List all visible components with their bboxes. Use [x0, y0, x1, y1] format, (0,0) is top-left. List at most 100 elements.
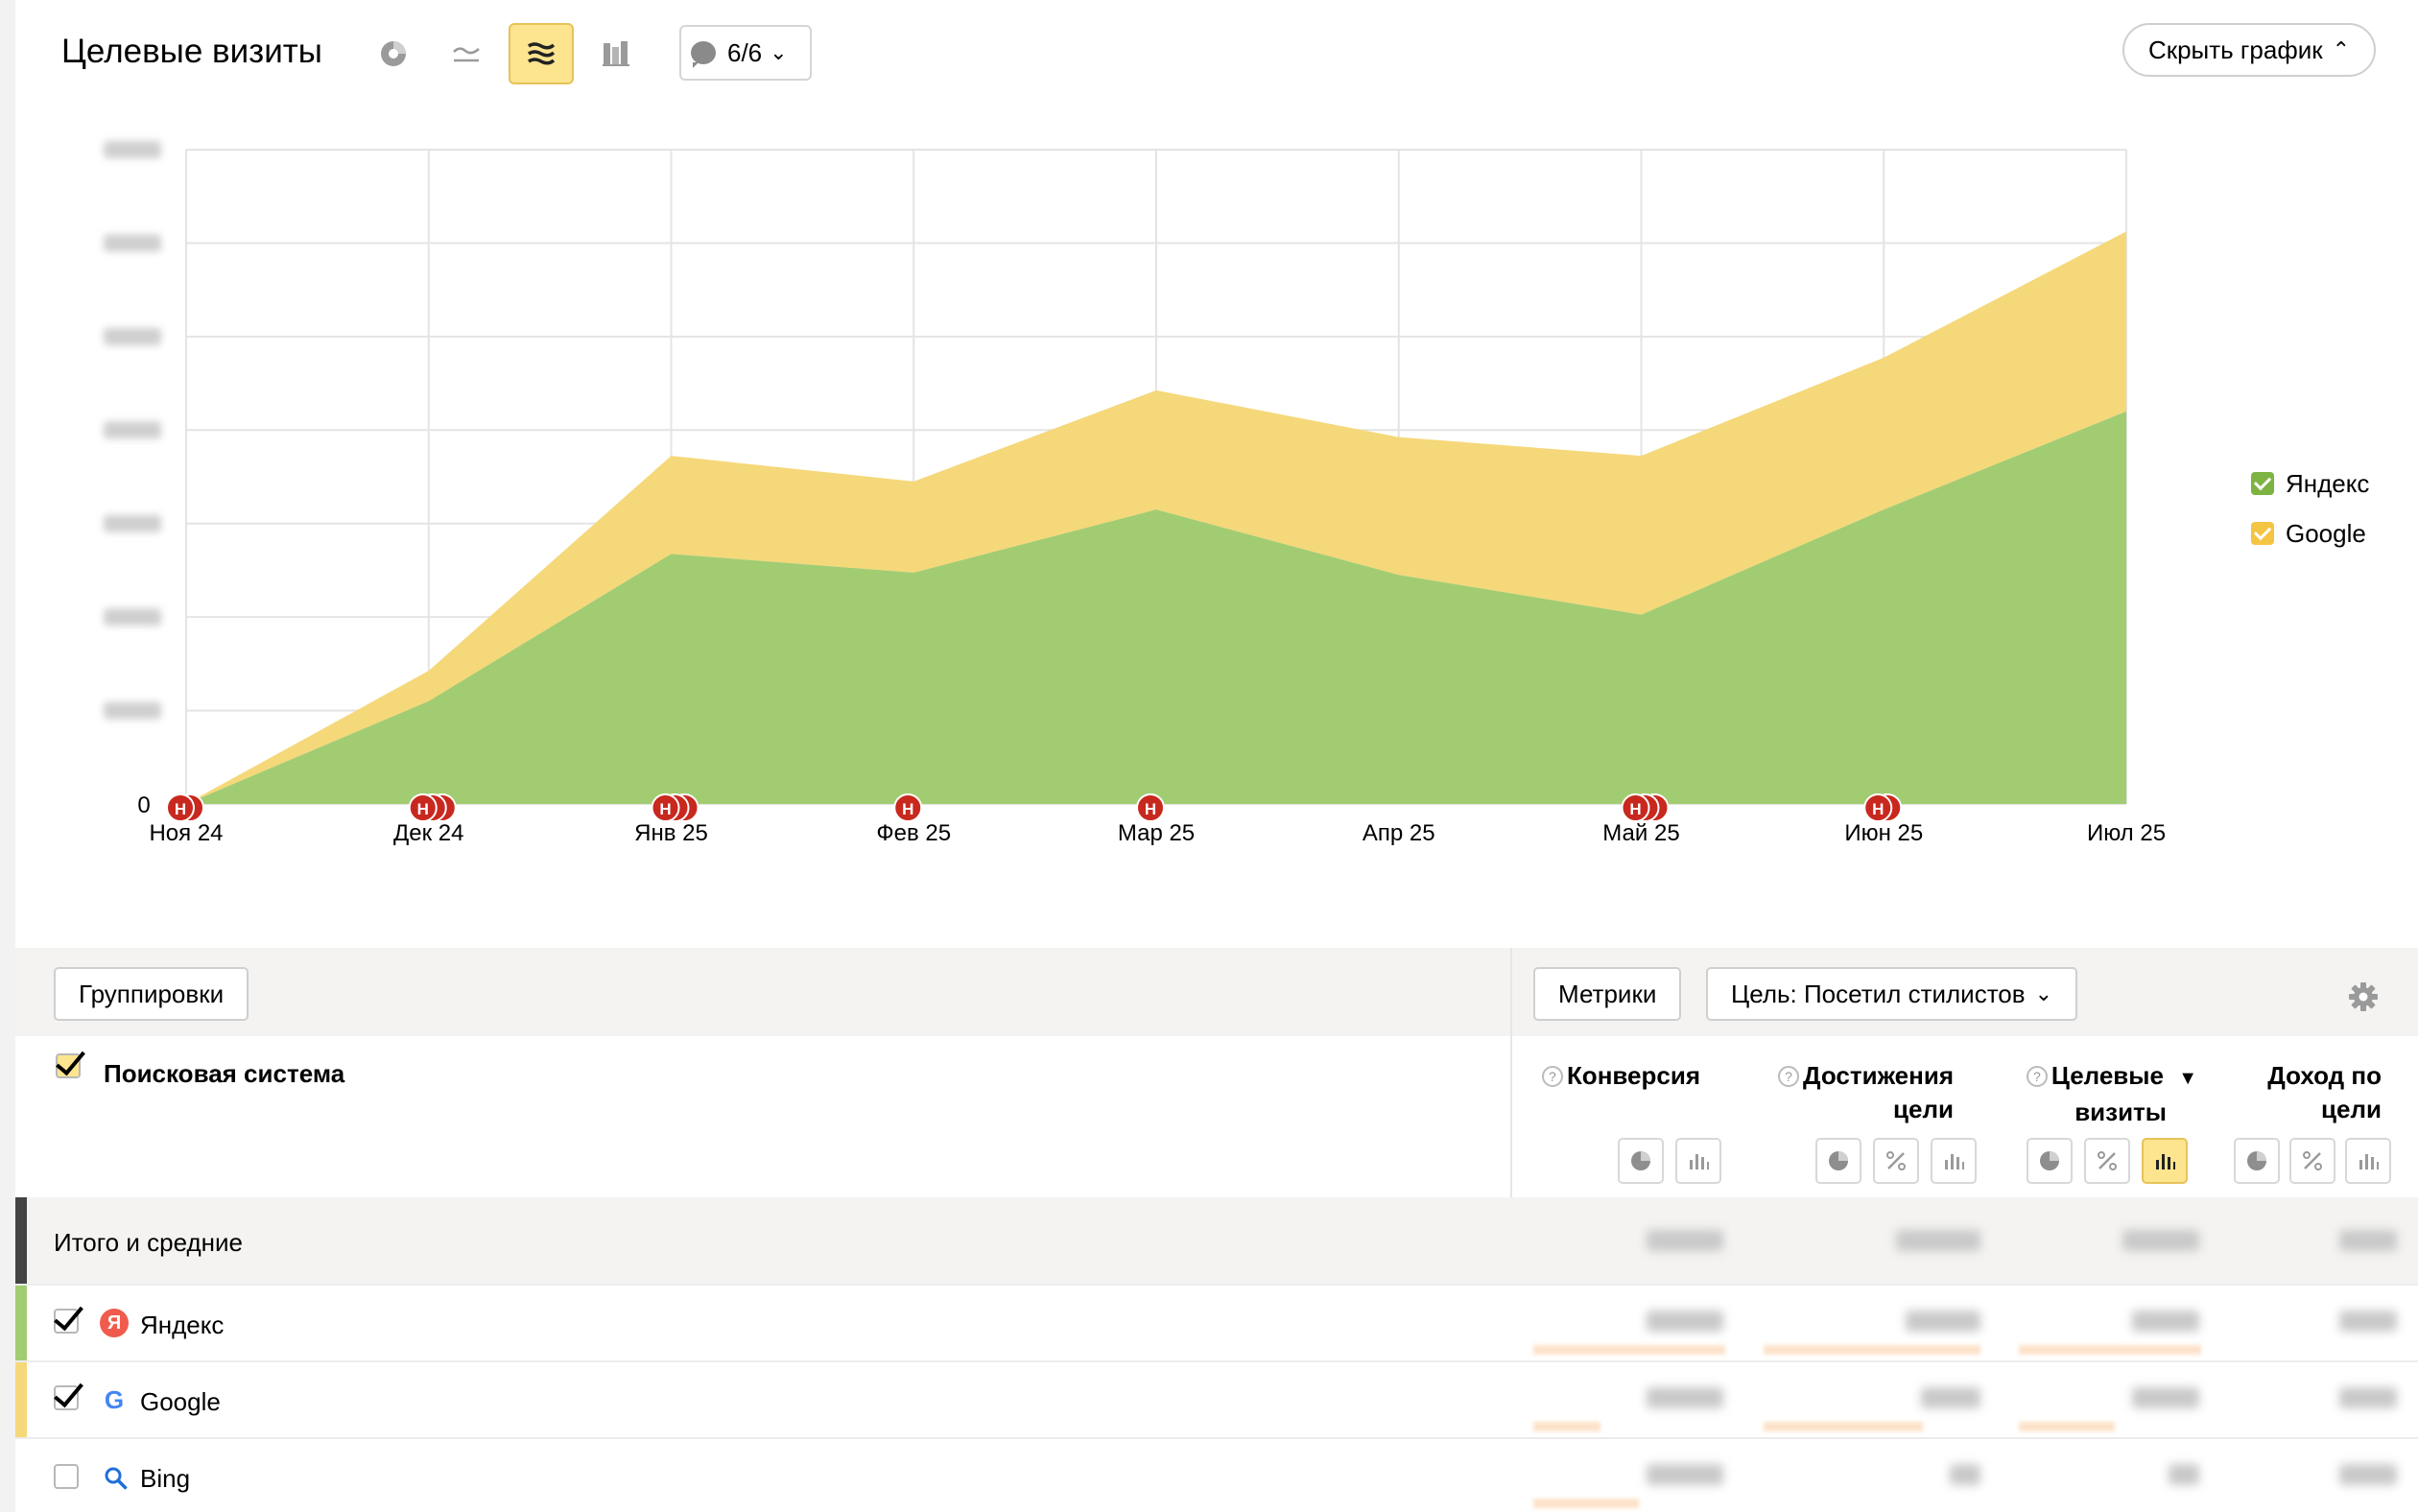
chart-area: 0 Ноя 24 Дек 24 Янв 25 Фев 25 Мар 25 Апр 25 Май… — [0, 115, 2418, 883]
row-color-mark — [15, 1362, 27, 1437]
row-label[interactable]: Bing — [140, 1464, 191, 1493]
note-marker-icon — [651, 793, 680, 822]
yandex-icon: Я — [100, 1309, 129, 1337]
reaches-bar — [1764, 1422, 1923, 1431]
note-marker-icon — [408, 793, 438, 822]
metrics-button[interactable]: Метрики — [1533, 967, 1682, 1021]
reaches-percent-button[interactable] — [1873, 1138, 1919, 1184]
reaches-bar — [1764, 1345, 1980, 1355]
x-tick-label: Дек 24 — [393, 820, 463, 846]
y-tick-label — [104, 701, 161, 720]
row-label[interactable]: Google — [140, 1387, 221, 1416]
metric-header-goal-reaches[interactable]: ? Достижения цели — [1762, 1059, 1954, 1126]
line-chart-button[interactable] — [434, 23, 499, 84]
percent-icon — [2303, 1151, 2322, 1170]
conversion-bar — [1533, 1422, 1600, 1431]
stacked-bar-button[interactable] — [583, 23, 649, 84]
note-marker-label: Н — [902, 800, 913, 818]
goal-label: Цель: Посетил стилистов — [1731, 979, 2026, 1008]
note-marker-label: Н — [417, 800, 429, 818]
percent-icon — [2098, 1151, 2117, 1170]
row-checkbox[interactable] — [54, 1385, 79, 1410]
column-divider — [1510, 948, 1512, 1197]
stacked-area-button[interactable] — [509, 23, 574, 84]
revenue-bar-button[interactable] — [2345, 1138, 2391, 1184]
chevron-down-icon: ⌄ — [770, 40, 788, 64]
legend-item-yandex[interactable]: Яндекс — [2251, 459, 2369, 508]
conversion-bar — [1533, 1499, 1639, 1508]
reaches-pie-button[interactable] — [1815, 1138, 1861, 1184]
dimension-header[interactable]: Поисковая система — [104, 1059, 345, 1088]
gear-icon[interactable] — [2347, 980, 2380, 1013]
metric-header-goal-visits[interactable]: ? Целевые ▼ визиты — [2015, 1059, 2197, 1129]
hide-chart-button[interactable]: Скрыть график ⌃ — [2122, 23, 2376, 77]
totals-visits-value — [2122, 1230, 2199, 1251]
y-tick-label: 0 — [137, 792, 150, 818]
row-checkbox[interactable] — [54, 1309, 79, 1334]
hide-chart-label: Скрыть график — [2147, 35, 2323, 64]
note-marker-label: Н — [175, 800, 186, 818]
bar-chart-icon — [2359, 1154, 2379, 1169]
revenue-percent-button[interactable] — [2289, 1138, 2335, 1184]
note-marker-label: Н — [1145, 800, 1156, 818]
help-icon[interactable]: ? — [1541, 1066, 1563, 1087]
pie-chart-button[interactable] — [361, 23, 426, 84]
pie-icon — [1631, 1151, 1650, 1170]
select-all-checkbox[interactable] — [56, 1053, 81, 1078]
metric-header-conversion[interactable]: ? Конверсия — [1535, 1059, 1700, 1093]
notes-dropdown[interactable]: 6/6 ⌄ — [679, 25, 812, 81]
table-row[interactable]: Bing — [15, 1439, 2418, 1512]
row-checkbox[interactable] — [54, 1464, 79, 1489]
visits-bar — [2019, 1422, 2115, 1431]
y-tick-label — [104, 234, 161, 252]
groupings-button[interactable]: Группировки — [54, 967, 249, 1021]
pie-chart-icon — [381, 41, 406, 66]
goal-dropdown[interactable]: Цель: Посетил стилистов ⌄ — [1706, 967, 2078, 1021]
visits-value — [2132, 1311, 2199, 1332]
conversion-pie-button[interactable] — [1618, 1138, 1664, 1184]
note-marker-icon — [1136, 793, 1165, 822]
sort-desc-icon: ▼ — [2178, 1068, 2197, 1089]
left-strip — [0, 0, 15, 1512]
conversion-value — [1647, 1464, 1723, 1485]
x-tick-label: Апр 25 — [1363, 820, 1435, 846]
totals-label: Итого и средние — [54, 1228, 243, 1257]
legend-item-google[interactable]: Google — [2251, 508, 2369, 558]
help-icon[interactable]: ? — [1778, 1066, 1800, 1087]
table-row[interactable]: G Google — [15, 1362, 2418, 1439]
note-marker-label: Н — [1872, 800, 1884, 818]
line-chart-icon — [453, 47, 480, 62]
series-area-google — [186, 231, 2126, 804]
y-tick-label — [104, 608, 161, 626]
y-tick-label — [104, 421, 161, 439]
visits-bar — [2019, 1345, 2201, 1355]
series-area-yandex — [186, 411, 2126, 804]
stacked-bar-icon — [603, 41, 629, 66]
search-icon — [105, 1467, 128, 1490]
table-row[interactable]: Я Яндекс — [15, 1286, 2418, 1362]
y-tick-label — [104, 327, 161, 345]
reaches-bar-button[interactable] — [1931, 1138, 1977, 1184]
x-tick-label: Ноя 24 — [149, 820, 223, 846]
legend-label: Яндекс — [2286, 468, 2370, 498]
visits-bar-button[interactable] — [2142, 1138, 2188, 1184]
revenue-pie-button[interactable] — [2234, 1138, 2280, 1184]
x-tick-label: Июл 25 — [2087, 820, 2166, 846]
visits-pie-button[interactable] — [2027, 1138, 2073, 1184]
x-tick-label: Июн 25 — [1844, 820, 1923, 846]
visits-value — [2169, 1464, 2199, 1485]
comment-icon — [691, 41, 716, 68]
note-marker-label: Н — [659, 800, 671, 818]
chart-title: Целевые визиты — [61, 33, 322, 70]
metric-header-goal-revenue[interactable]: Доход по цели — [2267, 1061, 2382, 1123]
chevron-up-icon: ⌃ — [2332, 37, 2351, 61]
bar-chart-icon — [1690, 1154, 1709, 1169]
visits-percent-button[interactable] — [2084, 1138, 2130, 1184]
row-label[interactable]: Яндекс — [140, 1311, 225, 1339]
help-icon[interactable]: ? — [2026, 1066, 2048, 1087]
legend-checkbox-icon — [2251, 472, 2274, 495]
note-marker-icon — [1621, 793, 1650, 822]
conversion-bar-button[interactable] — [1675, 1138, 1721, 1184]
chevron-down-icon: ⌄ — [2034, 981, 2053, 1005]
